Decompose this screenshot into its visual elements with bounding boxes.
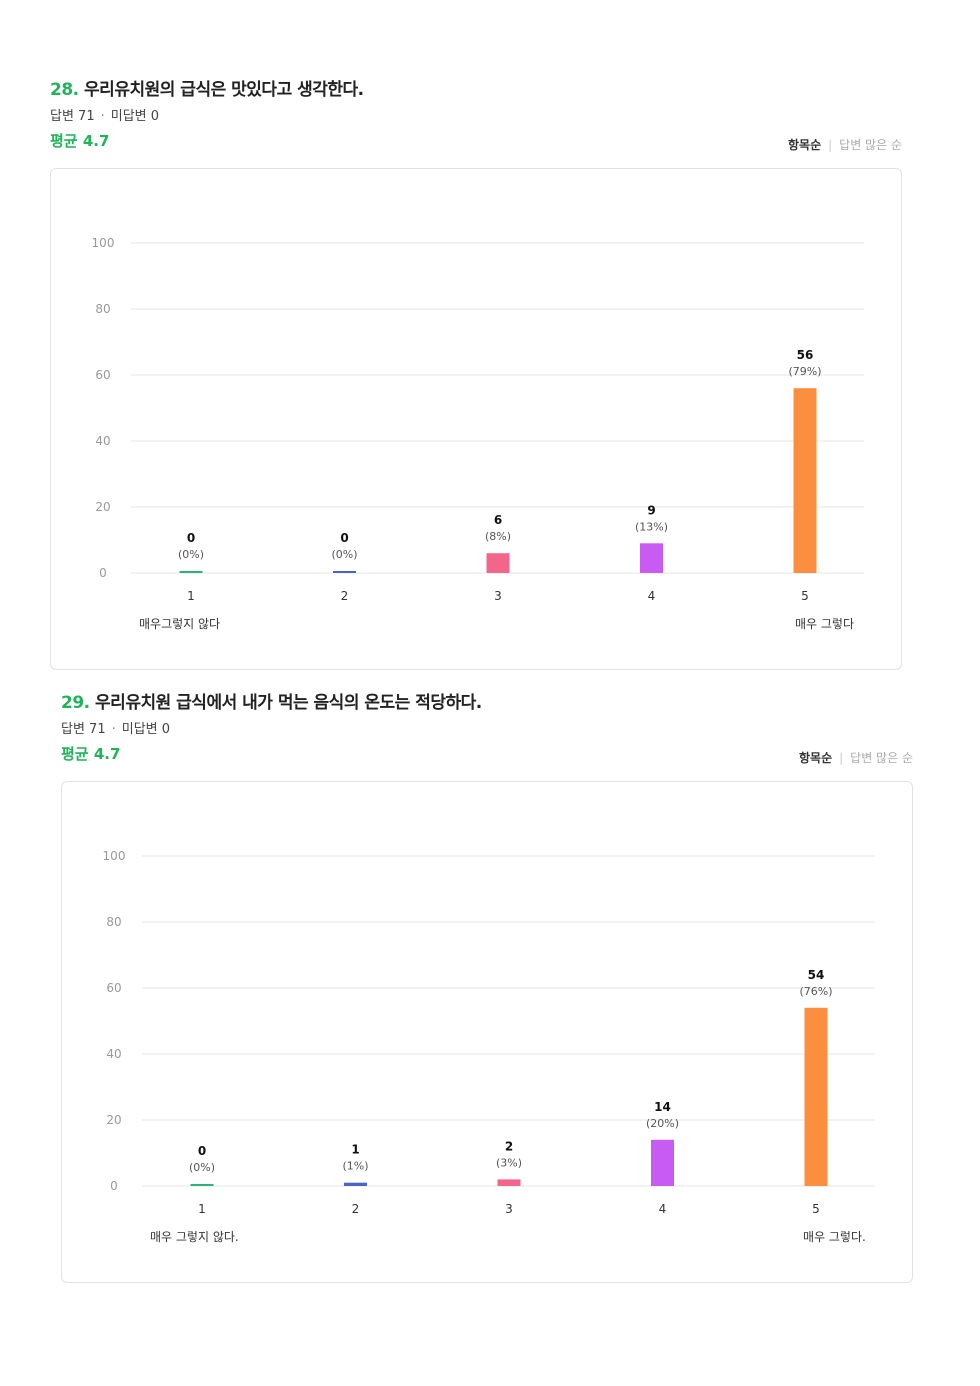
unanswered-count: 미답변 0	[110, 109, 160, 124]
bar-value-label: 0	[198, 1144, 206, 1158]
answer-counts: 답변 71 · 미답변 0	[50, 105, 159, 124]
question-text: 우리유치원의 급식은 맛있다고 생각한다.	[84, 80, 364, 100]
y-tick-label: 0	[110, 1179, 118, 1193]
scale-min-label: 매우 그렇지 않다.	[150, 1230, 239, 1244]
sort-by-count-button[interactable]: 답변 많은 순	[839, 138, 902, 152]
bar-value-label: 0	[340, 531, 348, 545]
answer-counts: 답변 71 · 미답변 0	[61, 718, 170, 737]
bar-percent-label: (3%)	[496, 1156, 522, 1169]
unanswered-count: 미답변 0	[121, 722, 171, 737]
bar-value-label: 6	[494, 513, 502, 527]
x-category-label: 4	[648, 589, 656, 603]
bar-chart-box: 0 20 40 60 80 100 0 (0%) 1 0 (0%) 2 6 (8%) 3 9 (13%) 4 56 (…	[50, 168, 902, 670]
y-tick-label: 60	[106, 981, 121, 995]
question-title: 29. 우리유치원 급식에서 내가 먹는 음식의 온도는 적당하다.	[61, 688, 482, 713]
question-text: 우리유치원 급식에서 내가 먹는 음식의 온도는 적당하다.	[95, 693, 482, 713]
sort-options: 항목순 | 답변 많은 순	[799, 749, 913, 766]
x-category-label: 3	[494, 589, 502, 603]
bar-percent-label: (79%)	[788, 365, 821, 378]
bar-percent-label: (0%)	[178, 548, 204, 561]
bar	[497, 1179, 521, 1186]
bar-value-label: 14	[654, 1100, 671, 1114]
y-tick-label: 100	[103, 849, 126, 863]
bar	[651, 1139, 674, 1186]
bar-value-label: 0	[187, 531, 195, 545]
bar	[804, 1007, 828, 1186]
bar	[179, 571, 203, 573]
bar	[640, 543, 663, 573]
x-category-label: 4	[659, 1202, 667, 1216]
bar-chart-box: 0 20 40 60 80 100 0 (0%) 1 1 (1%) 2 2 (3%) 3 14 (20%) 4 54…	[61, 781, 913, 1283]
x-category-label: 5	[812, 1202, 820, 1216]
bar-percent-label: (8%)	[485, 530, 511, 543]
x-category-label: 1	[198, 1202, 206, 1216]
bar-value-label: 1	[351, 1143, 359, 1157]
bar	[344, 1182, 367, 1186]
y-tick-label: 100	[92, 236, 115, 250]
question-title: 28. 우리유치원의 급식은 맛있다고 생각한다.	[50, 75, 364, 100]
y-tick-label: 20	[106, 1113, 121, 1127]
x-category-label: 1	[187, 589, 195, 603]
x-category-label: 2	[352, 1202, 360, 1216]
sort-separator: |	[828, 138, 833, 152]
bar-percent-label: (76%)	[799, 985, 832, 998]
separator-dot: ·	[111, 722, 116, 737]
x-category-label: 2	[341, 589, 349, 603]
sort-options: 항목순 | 답변 많은 순	[788, 136, 902, 153]
average-score: 평균 4.7	[61, 745, 121, 763]
y-tick-label: 80	[95, 302, 110, 316]
question-number: 28.	[50, 80, 79, 100]
average-score: 평균 4.7	[50, 132, 110, 150]
bar-percent-label: (13%)	[635, 520, 668, 533]
bar-value-label: 9	[647, 503, 655, 517]
bar-percent-label: (0%)	[189, 1161, 215, 1174]
y-tick-label: 40	[106, 1047, 121, 1061]
sort-by-item-button[interactable]: 항목순	[787, 138, 822, 152]
sort-by-item-button[interactable]: 항목순	[798, 751, 833, 765]
x-category-label: 3	[505, 1202, 513, 1216]
answered-count: 답변 71	[61, 722, 106, 737]
bar	[486, 553, 510, 573]
y-tick-label: 0	[99, 566, 107, 580]
bar	[793, 388, 817, 573]
y-tick-label: 20	[95, 500, 110, 514]
scale-max-label: 매우 그렇다	[795, 617, 855, 631]
x-category-label: 5	[801, 589, 809, 603]
answered-count: 답변 71	[50, 109, 95, 124]
scale-max-label: 매우 그렇다.	[803, 1230, 866, 1244]
y-tick-label: 80	[106, 915, 121, 929]
bar-value-label: 56	[797, 348, 814, 362]
bar-value-label: 54	[808, 968, 825, 982]
bar	[333, 571, 356, 573]
sort-by-count-button[interactable]: 답변 많은 순	[850, 751, 913, 765]
separator-dot: ·	[100, 109, 105, 124]
bar	[190, 1184, 214, 1186]
scale-min-label: 매우그렇지 않다	[139, 617, 221, 631]
bar-chart-svg: 0 20 40 60 80 100 0 (0%) 1 1 (1%) 2 2 (3%) 3 14 (20%) 4 54…	[103, 849, 875, 1216]
question-number: 29.	[61, 693, 90, 713]
bar-percent-label: (20%)	[646, 1117, 679, 1130]
y-tick-label: 40	[95, 434, 110, 448]
sort-separator: |	[839, 751, 844, 765]
bar-percent-label: (1%)	[342, 1160, 368, 1173]
y-tick-label: 60	[95, 368, 110, 382]
bar-value-label: 2	[505, 1139, 513, 1153]
bar-percent-label: (0%)	[331, 548, 357, 561]
bar-chart-svg: 0 20 40 60 80 100 0 (0%) 1 0 (0%) 2 6 (8%) 3 9 (13%) 4 56 (…	[92, 236, 864, 603]
